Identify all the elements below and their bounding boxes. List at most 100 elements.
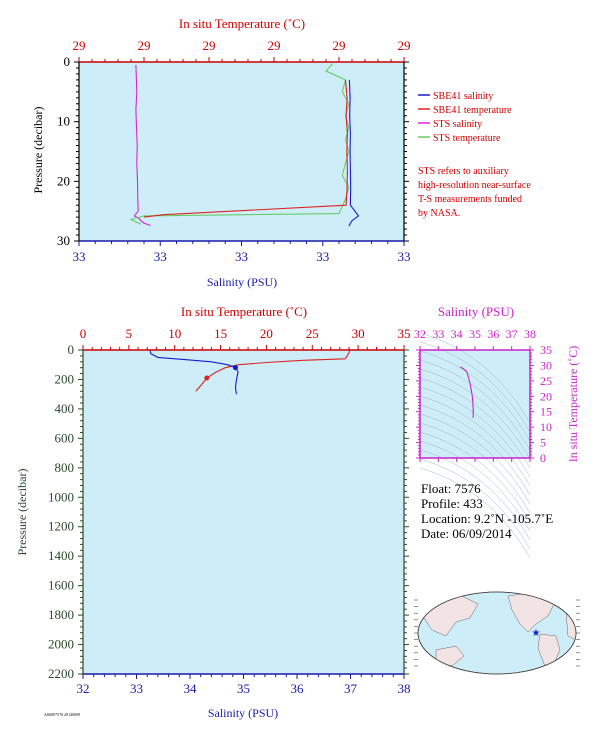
inset-right-tick-label: 15 [540,405,552,419]
inset-right-tick-label: 10 [540,420,552,434]
lower-left-tick-label: 0 [68,342,75,357]
lower-top-axis-label: In situ Temperature (˚C) [181,304,307,319]
inset-ts-line [460,366,474,418]
upper-top-tick-label: 29 [268,38,281,53]
inset-density-contour [419,395,531,487]
inset-density-contour [419,449,531,541]
upper-series-line-sbe41-salinity [348,79,360,227]
lower-bottom-tick-label: 33 [130,681,143,696]
legend-label: SBE41 temperature [433,105,512,116]
inset-density-contour [419,431,531,523]
lower-top-tick-label: 15 [214,326,227,341]
inset-density-contour [419,467,531,559]
upper-left-tick-label: 20 [57,173,70,188]
upper-bottom-axis-label: Salinity (PSU) [207,275,277,289]
inset-top-tick-label: 35 [469,327,481,341]
lower-temperature-marker [204,375,210,381]
upper-left-tick-label: 10 [57,114,70,129]
lower-left-tick-label: 1400 [48,548,74,563]
legend: SBE41 salinity SBE41 temperature STS salin… [418,91,512,144]
lower-left-tick-label: 600 [55,430,75,445]
lower-bottom-tick-label: 37 [344,681,358,696]
inset-top-tick-label: 32 [414,327,426,341]
lower-salinity-line [149,349,239,395]
upper-left-tick-label: 30 [57,233,70,248]
lower-left-axis-label: Pressure (decibar) [15,469,29,556]
lower-bottom-tick-label: 32 [77,681,90,696]
lower-bottom-tick-label: 35 [237,681,250,696]
note-line: by NASA. [418,208,460,219]
footer-code: AS0007576 20140609 [44,712,80,717]
upper-bottom-tick-label: 33 [73,249,86,264]
upper-plot: In situ Temperature (˚C) 29 29 29 29 29 29 33… [31,16,411,289]
inset-right-tick-label: 35 [540,343,552,357]
upper-top-axis-label: In situ Temperature (˚C) [179,16,305,31]
inset-right-tick-label: 0 [540,451,546,465]
lower-left-tick-label: 1800 [48,607,74,622]
inset-density-contour [419,458,531,550]
lower-left-tick-label: 1200 [48,519,74,534]
map-location-marker: ★ [532,628,541,639]
note-line: T-S measurements funded [418,194,522,205]
upper-top-tick-label: 29 [203,38,216,53]
inset-density-contour [419,368,531,460]
upper-top-tick-label: 29 [73,38,86,53]
inset-top-tick-label: 36 [487,327,499,341]
inset-right-tick-label: 20 [540,389,552,403]
inset-frame [419,349,531,459]
legend-label: STS temperature [433,133,501,144]
lower-left-tick-label: 2000 [48,637,74,652]
lower-top-tick-label: 35 [398,326,411,341]
lower-salinity-marker [232,365,238,371]
sts-note: STS refers to auxiliary high-resolution n… [418,166,531,219]
upper-bottom-tick-label: 33 [154,249,167,264]
inset-density-contour [419,386,531,478]
info-float: Float: 7576 [421,481,481,496]
inset-plot-area [420,350,530,458]
upper-left-axis-label: Pressure (decibar) [31,107,45,194]
lower-bottom-tick-label: 38 [398,681,411,696]
inset-right-axis-label: In situ Temperature (˚C) [566,346,580,463]
inset-density-contour [419,377,531,469]
inset-density-contour [419,440,531,532]
upper-bottom-tick-label: 33 [398,249,411,264]
inset-right-tick-label: 25 [540,374,552,388]
inset-density-contour [419,422,531,514]
inset-density-contour [419,413,531,505]
lower-left-tick-label: 1600 [48,578,74,593]
info-location: Location: 9.2˚N -105.7˚E [421,511,553,526]
inset-top-tick-label: 37 [506,327,518,341]
lower-left-tick-label: 2200 [48,666,74,681]
lower-plot: In situ Temperature (˚C) 0 5 10 15 20 25 30 35 … [15,304,411,720]
inset-right-tick-label: 30 [540,358,552,372]
info-date: Date: 06/09/2014 [421,526,512,541]
inset-top-tick-label: 34 [451,327,463,341]
float-info: Float: 7576 Profile: 433 Location: 9.2˚N… [421,481,553,541]
inset-top-axis-label: Salinity (PSU) [438,304,514,319]
lower-left-tick-label: 200 [55,371,75,386]
inset-right-tick-label: 5 [540,436,546,450]
upper-left-tick-label: 0 [64,54,71,69]
lower-bottom-tick-label: 36 [291,681,305,696]
legend-label: SBE41 salinity [433,91,493,102]
lower-top-tick-label: 10 [168,326,181,341]
lower-plot-area [83,350,404,674]
inset-top-tick-label: 38 [524,327,536,341]
upper-top-tick-label: 29 [398,38,411,53]
inset-density-contour [419,332,531,424]
lower-top-tick-label: 0 [80,326,87,341]
upper-top-tick-label: 29 [333,38,346,53]
info-profile: Profile: 433 [421,496,483,511]
lower-bottom-tick-label: 34 [184,681,198,696]
lower-top-tick-label: 20 [260,326,273,341]
inset-density-contour [419,350,531,442]
legend-label: STS salinity [433,119,482,130]
upper-series-line-sts-salinity [133,64,151,227]
upper-series-line-sbe41-temperature [143,79,348,218]
upper-bottom-tick-label: 33 [235,249,248,264]
lower-left-tick-label: 1000 [48,489,74,504]
inset-top-tick-label: 33 [432,327,444,341]
lower-left-tick-label: 400 [55,401,75,416]
